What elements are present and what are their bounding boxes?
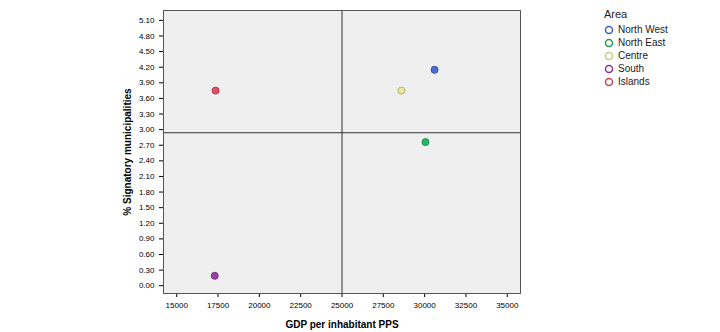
svg-text:30000: 30000 <box>414 301 437 310</box>
svg-text:0.00: 0.00 <box>139 281 155 290</box>
svg-text:25000: 25000 <box>331 301 354 310</box>
svg-text:4.50: 4.50 <box>139 47 155 56</box>
svg-text:3.90: 3.90 <box>139 78 155 87</box>
svg-text:22500: 22500 <box>290 301 313 310</box>
svg-text:4.80: 4.80 <box>139 32 155 41</box>
svg-text:27500: 27500 <box>372 301 395 310</box>
html-text:Area: Area <box>604 8 628 20</box>
svg-text:1.20: 1.20 <box>139 219 155 228</box>
html-text:North East: North East <box>618 37 666 48</box>
svg-text:3.00: 3.00 <box>139 125 155 134</box>
svg-text:15000: 15000 <box>166 301 189 310</box>
svg-text:32500: 32500 <box>455 301 478 310</box>
html-text:Islands: Islands <box>618 76 650 87</box>
svg-text:2.40: 2.40 <box>139 156 155 165</box>
svg-text:0.90: 0.90 <box>139 234 155 243</box>
svg-text:2.10: 2.10 <box>139 172 155 181</box>
svg-text:0.60: 0.60 <box>139 250 155 259</box>
svg-text:1.80: 1.80 <box>139 188 155 197</box>
svg-text:3.30: 3.30 <box>139 110 155 119</box>
svg-text:1.50: 1.50 <box>139 203 155 212</box>
html-text:South: South <box>618 63 645 74</box>
html-text:North West: North West <box>618 24 668 35</box>
svg-text:4.20: 4.20 <box>139 63 155 72</box>
svg-text:35000: 35000 <box>496 301 519 310</box>
svg-text:% Signatory municipalities: % Signatory municipalities <box>122 88 133 216</box>
svg-text:17500: 17500 <box>207 301 230 310</box>
svg-text:2.70: 2.70 <box>139 141 155 150</box>
svg-text:5.10: 5.10 <box>139 16 155 25</box>
svg-text:3.60: 3.60 <box>139 94 155 103</box>
svg-text:20000: 20000 <box>248 301 271 310</box>
html-text:Centre: Centre <box>618 50 648 61</box>
svg-text:0.30: 0.30 <box>139 266 155 275</box>
svg-text:GDP per inhabitant PPS: GDP per inhabitant PPS <box>285 319 398 330</box>
